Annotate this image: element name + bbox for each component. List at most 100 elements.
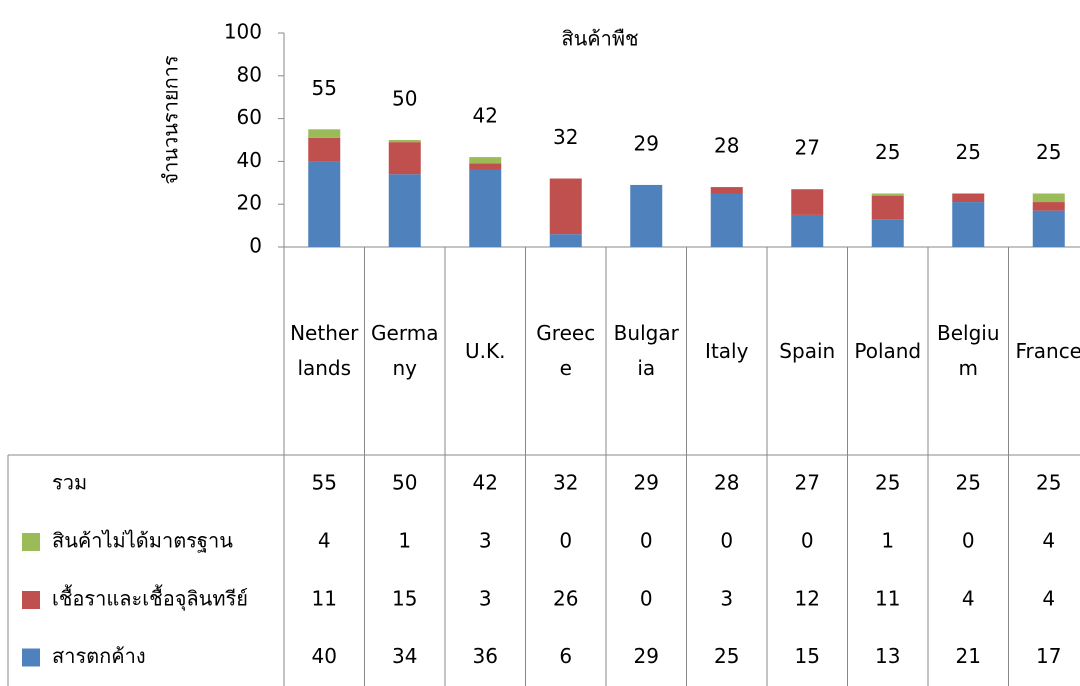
bar-segment (308, 161, 341, 247)
x-tick-label: Netherlands (290, 321, 359, 380)
table-value: 11 (875, 587, 900, 611)
bar-segment (469, 157, 502, 164)
table-value: 4 (1042, 529, 1055, 553)
y-tick-label: 40 (237, 148, 262, 172)
x-tick-label: Poland (854, 338, 922, 363)
legend-label: สินค้าไม่ได้มาตรฐาน (52, 529, 233, 553)
table-value: 17 (1036, 644, 1061, 668)
table-value: 25 (875, 471, 900, 495)
table-value: 50 (392, 471, 417, 495)
bar-segment (952, 193, 985, 203)
bar-segment (388, 174, 421, 247)
table-value: 4 (962, 587, 975, 611)
legend-swatch (22, 648, 40, 667)
table-value: 3 (479, 529, 492, 553)
category-cell: Netherlands (290, 321, 359, 380)
category-cell: Greece (536, 321, 596, 380)
y-tick-label: 100 (224, 20, 262, 44)
table-value: 55 (312, 471, 337, 495)
x-tick-label: Belgium (936, 321, 1000, 380)
legend-swatch (22, 591, 40, 609)
total-label: 29 (634, 131, 659, 155)
table-value: 26 (553, 587, 578, 611)
bar-segment (791, 214, 824, 247)
x-tick-label: Bulgaria (613, 321, 679, 380)
table-value: 0 (559, 529, 572, 553)
y-axis-title: จำนวนรายการ (159, 55, 183, 185)
bar-segment (871, 193, 904, 196)
bar-segment (549, 234, 582, 247)
table-value: 0 (640, 529, 653, 553)
table-value: 0 (640, 587, 653, 611)
total-label: 27 (795, 136, 820, 160)
bar-segment (1032, 202, 1065, 211)
table-value: 1 (398, 529, 411, 553)
table-value: 40 (312, 644, 337, 668)
table-value: 15 (392, 587, 417, 611)
table-value: 25 (1036, 471, 1061, 495)
total-label: 28 (714, 134, 739, 158)
table-value: 4 (1042, 587, 1055, 611)
table-value: 34 (392, 644, 417, 668)
table-value: 12 (795, 587, 820, 611)
category-cell: Germany (371, 321, 439, 380)
bar-segment (871, 195, 904, 220)
table-value: 36 (473, 644, 498, 668)
bar-segment (630, 184, 663, 247)
table-value: 3 (479, 587, 492, 611)
table-value: 21 (956, 644, 981, 668)
table-value: 3 (720, 587, 733, 611)
bar-segment (791, 189, 824, 215)
x-tick-label: Germany (371, 321, 439, 380)
legend-label: เชื้อราและเชื้อจุลินทรีย์ (52, 585, 248, 612)
y-tick-label: 20 (237, 191, 262, 215)
category-cell: France (1015, 338, 1080, 363)
category-cell: Bulgaria (613, 321, 679, 380)
bar-segment (710, 187, 743, 194)
table-value: 0 (801, 529, 814, 553)
bar-segment (710, 193, 743, 247)
table-value: 0 (720, 529, 733, 553)
bar-segment (469, 169, 502, 247)
table-value: 42 (473, 471, 498, 495)
chart-title: สินค้าพืช (561, 27, 638, 51)
x-tick-label: U.K. (465, 338, 506, 363)
table-value: 27 (795, 471, 820, 495)
total-label: 55 (312, 76, 337, 100)
y-tick-label: 0 (249, 234, 262, 258)
bar-segment (1032, 210, 1065, 247)
bar-segment (952, 202, 985, 247)
legend-swatch (22, 533, 40, 551)
bar-segment (469, 163, 502, 170)
y-tick-label: 80 (237, 62, 262, 86)
total-label: 42 (473, 104, 498, 128)
x-tick-label: Spain (779, 338, 836, 363)
legend-label: สารตกค้าง (52, 644, 146, 668)
bar-segment (308, 129, 341, 138)
table-value: 0 (962, 529, 975, 553)
x-tick-label: Greece (536, 321, 596, 380)
y-tick-label: 60 (237, 105, 262, 129)
table-value: 29 (634, 644, 659, 668)
bar-segment (1032, 193, 1065, 203)
table-value: 28 (714, 471, 739, 495)
table-value: 1 (881, 529, 894, 553)
table-value: 4 (318, 529, 331, 553)
table-value: 13 (875, 644, 900, 668)
table-value: 29 (634, 471, 659, 495)
table-value: 25 (714, 644, 739, 668)
total-label: 25 (875, 140, 900, 164)
table-value: 6 (559, 644, 572, 668)
table-value: 15 (795, 644, 820, 668)
x-tick-label: France (1015, 338, 1080, 363)
row-label: รวม (52, 471, 87, 495)
table-value: 11 (312, 587, 337, 611)
total-label: 32 (553, 125, 578, 149)
category-cell: Italy (705, 338, 749, 363)
bar-segment (388, 142, 421, 175)
x-tick-label: Italy (705, 338, 749, 363)
category-cell: Poland (854, 338, 922, 363)
table-value: 32 (553, 471, 578, 495)
category-cell: Spain (779, 338, 836, 363)
